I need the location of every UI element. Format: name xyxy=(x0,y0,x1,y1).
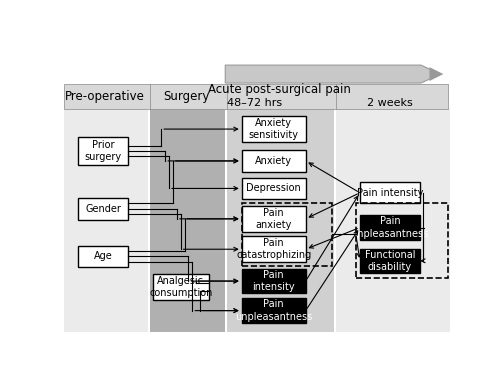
Text: Pain
catastrophizing: Pain catastrophizing xyxy=(236,238,312,261)
Bar xyxy=(64,84,448,109)
Bar xyxy=(78,137,128,165)
Text: Pain
unpleasantness: Pain unpleasantness xyxy=(235,299,312,322)
Text: Gender: Gender xyxy=(85,204,121,214)
Bar xyxy=(227,109,334,332)
Text: Pain intensity: Pain intensity xyxy=(357,188,423,198)
Bar xyxy=(242,236,306,262)
Bar xyxy=(78,198,128,220)
Bar xyxy=(64,109,148,332)
Bar xyxy=(356,203,448,278)
FancyArrow shape xyxy=(226,65,440,83)
Bar xyxy=(242,116,306,142)
Bar xyxy=(78,246,128,267)
Text: Analgesic
consumption: Analgesic consumption xyxy=(149,276,212,298)
Text: Functional
disability: Functional disability xyxy=(364,250,415,272)
Bar xyxy=(242,298,306,323)
Text: 2 weeks: 2 weeks xyxy=(367,98,413,108)
Bar xyxy=(360,182,420,203)
Bar xyxy=(242,269,306,293)
Text: Anxiety
sensitivity: Anxiety sensitivity xyxy=(248,118,298,140)
Text: Pre-operative: Pre-operative xyxy=(65,90,145,103)
Text: Pain
intensity: Pain intensity xyxy=(252,270,295,292)
Bar xyxy=(336,109,450,332)
Bar xyxy=(360,249,420,273)
Text: Pain
anxiety: Pain anxiety xyxy=(256,208,292,230)
Bar xyxy=(242,177,306,199)
Text: Pain
unpleasantness: Pain unpleasantness xyxy=(352,216,428,239)
Bar xyxy=(360,215,420,240)
Text: Age: Age xyxy=(94,252,112,261)
Text: Surgery: Surgery xyxy=(164,90,210,103)
Text: Depression: Depression xyxy=(246,183,301,193)
Bar xyxy=(242,206,306,232)
Text: Acute post-surgical pain: Acute post-surgical pain xyxy=(208,83,351,97)
Text: Prior
surgery: Prior surgery xyxy=(84,139,122,162)
Bar xyxy=(150,109,225,332)
Text: Anxiety: Anxiety xyxy=(255,156,292,166)
Bar xyxy=(242,150,306,172)
Bar xyxy=(152,274,209,300)
Text: 48–72 hrs: 48–72 hrs xyxy=(227,98,282,108)
Bar xyxy=(242,203,332,266)
